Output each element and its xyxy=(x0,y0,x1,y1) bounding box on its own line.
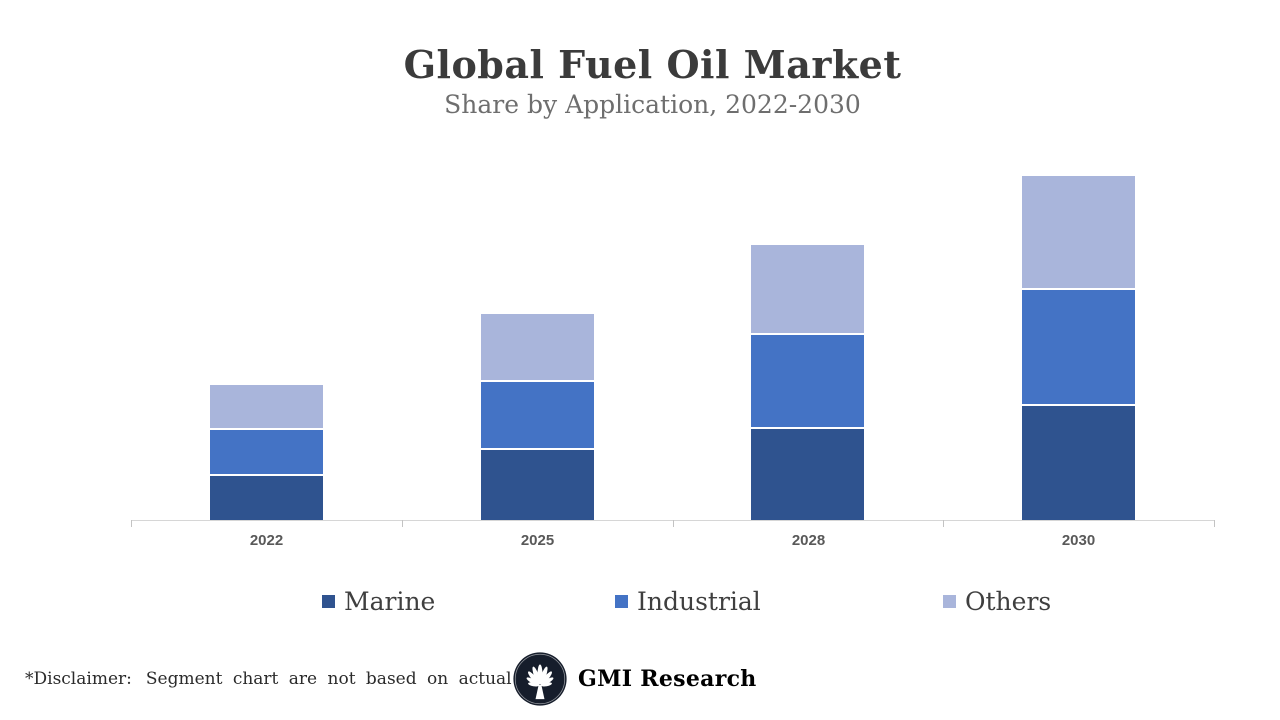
bar-segment-others-2030 xyxy=(1022,176,1135,290)
bar-segment-marine-2022 xyxy=(210,476,323,520)
bar-segment-others-2025 xyxy=(481,314,594,382)
disclaimer-text: Segment chart are not based on actual da… xyxy=(145,669,560,689)
gmi-logo-icon xyxy=(513,652,567,706)
x-axis-tick xyxy=(402,520,403,527)
legend-marker-industrial-icon xyxy=(615,595,628,608)
chart-header: Global Fuel Oil Market Share by Applicat… xyxy=(0,42,1280,119)
bar-2030 xyxy=(1022,176,1135,520)
bar-segment-industrial-2028 xyxy=(751,335,864,429)
x-axis-tick xyxy=(943,520,944,527)
legend-item-marine: Marine xyxy=(322,587,435,616)
chart-subtitle: Share by Application, 2022-2030 xyxy=(444,90,861,119)
brand-name: GMI Research xyxy=(578,666,757,692)
bar-2022 xyxy=(210,385,323,520)
disclaimer: *Disclaimer: Segment chart are not based … xyxy=(25,669,560,689)
x-axis-label-2022: 2022 xyxy=(249,532,284,549)
legend-marker-marine-icon xyxy=(322,595,335,608)
bar-segment-marine-2028 xyxy=(751,429,864,520)
x-axis-label-2028: 2028 xyxy=(791,532,826,549)
x-axis-line xyxy=(131,520,1214,521)
chart-title: Global Fuel Oil Market xyxy=(403,42,902,87)
legend-label-marine: Marine xyxy=(344,587,436,616)
x-axis-label-2030: 2030 xyxy=(1061,532,1096,549)
x-axis-tick xyxy=(1214,520,1215,527)
x-axis-tick xyxy=(131,520,132,527)
bar-segment-others-2028 xyxy=(751,245,864,335)
bar-2025 xyxy=(481,314,594,520)
legend-label-others: Others xyxy=(965,587,1052,616)
disclaimer-label: *Disclaimer: xyxy=(25,669,132,689)
legend-label-industrial: Industrial xyxy=(637,587,761,616)
bar-segment-others-2022 xyxy=(210,385,323,430)
legend-item-industrial: Industrial xyxy=(615,587,761,616)
bar-segment-marine-2025 xyxy=(481,450,594,520)
bar-2028 xyxy=(751,245,864,520)
bar-segment-marine-2030 xyxy=(1022,406,1135,520)
x-axis-tick xyxy=(673,520,674,527)
x-axis-label-2025: 2025 xyxy=(520,532,555,549)
bar-segment-industrial-2030 xyxy=(1022,290,1135,406)
bar-segment-industrial-2025 xyxy=(481,382,594,450)
legend-item-others: Others xyxy=(943,587,1051,616)
legend-marker-others-icon xyxy=(943,595,956,608)
bar-segment-industrial-2022 xyxy=(210,430,323,476)
brand: GMI Research xyxy=(512,651,757,707)
